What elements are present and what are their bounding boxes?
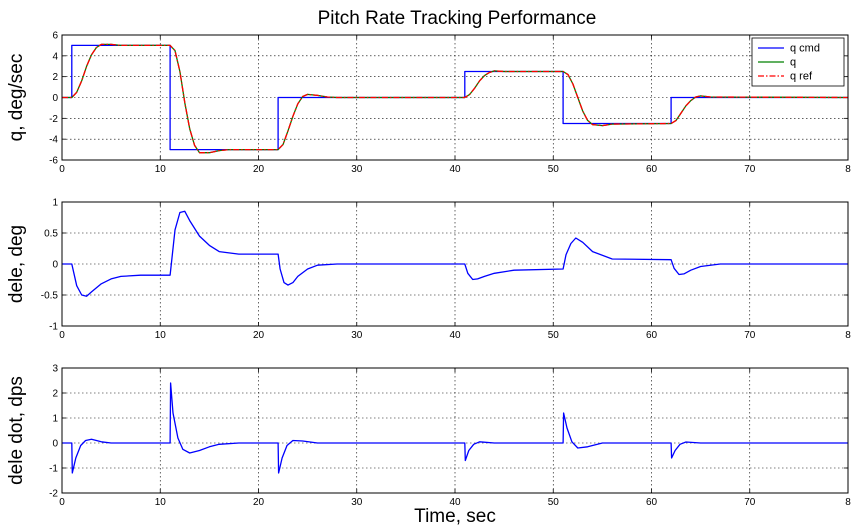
y-tick-label: -1	[49, 322, 58, 333]
y-tick-label: 1	[52, 198, 58, 209]
x-tick-label: 20	[253, 330, 265, 341]
legend-label: q	[790, 57, 796, 69]
x-tick-label: 10	[155, 330, 167, 341]
x-tick-label: 0	[59, 164, 65, 175]
x-tick-label: 0	[59, 330, 65, 341]
x-tick-label: 30	[351, 497, 363, 508]
y-tick-label: -2	[49, 489, 58, 500]
series-1-line	[62, 382, 848, 474]
x-tick-label: 10	[155, 497, 167, 508]
chart-title: Pitch Rate Tracking Performance	[318, 8, 597, 29]
x-tick-label: 8	[845, 164, 851, 175]
y-tick-label: 4	[52, 51, 58, 62]
x-axis-label: Time, sec	[414, 506, 496, 527]
y-tick-label: 6	[52, 31, 58, 42]
x-tick-label: 70	[744, 164, 756, 175]
axes-frame	[61, 34, 849, 161]
y-tick-label: 0	[52, 439, 58, 450]
subplot-2: 0 10 20 30 40 50 60 70 8 -1 -0.5 0 0.5 1 dele, deg	[6, 198, 851, 342]
subplot-3: 0 10 20 30 40 50 60 70 8 -2 -1 0 1 2 3 dele dot, dps	[6, 364, 851, 509]
x-tick-label: 30	[351, 164, 363, 175]
y-axis-label: q, deg/sec	[6, 54, 27, 142]
y-tick-label: -6	[49, 156, 58, 167]
legend-label: q cmd	[790, 43, 820, 55]
series-group	[62, 210, 848, 297]
x-tick-label: 8	[845, 497, 851, 508]
y-tick-label: 0	[52, 260, 58, 271]
series-group	[62, 43, 848, 154]
x-tick-label: 10	[155, 164, 167, 175]
axes-frame	[61, 367, 849, 494]
y-tick-label: 3	[52, 364, 58, 375]
y-tick-label: 2	[52, 72, 58, 83]
x-tick-label: 60	[646, 164, 658, 175]
axes-frame	[61, 201, 849, 327]
subplot-1: 0 10 20 30 40 50 60 70 8 -6 -4 -2 0 2 4 6 q, deg/sec q cm…	[6, 31, 851, 176]
y-tick-label: -2	[49, 114, 58, 125]
x-tick-label: 20	[253, 164, 265, 175]
y-tick-label: 2	[52, 389, 58, 400]
x-tick-label: 40	[449, 164, 461, 175]
y-axis-label: dele, deg	[6, 225, 27, 303]
x-tick-label: 60	[646, 330, 658, 341]
x-tick-label: 50	[548, 330, 560, 341]
x-tick-label: 60	[646, 497, 658, 508]
y-tick-label: 0.5	[44, 229, 58, 240]
series-1-line	[62, 210, 848, 297]
x-tick-label: 70	[744, 330, 756, 341]
x-tick-label: 20	[253, 497, 265, 508]
x-tick-label: 8	[845, 330, 851, 341]
x-tick-label: 30	[351, 330, 363, 341]
y-tick-label: 0	[52, 93, 58, 104]
x-tick-label: 40	[449, 330, 461, 341]
legend-label: q ref	[790, 71, 813, 83]
y-axis-label: dele dot, dps	[6, 376, 27, 485]
y-tick-label: -1	[49, 464, 58, 475]
q-ref-line	[62, 43, 848, 154]
y-tick-label: 1	[52, 414, 58, 425]
x-tick-label: 50	[548, 497, 560, 508]
x-tick-label: 50	[548, 164, 560, 175]
y-tick-label: -0.5	[41, 291, 59, 302]
x-tick-label: 0	[59, 497, 65, 508]
x-tick-label: 70	[744, 497, 756, 508]
plot-area	[62, 368, 848, 493]
x-tick-label: 40	[449, 497, 461, 508]
legend: q cmd q q ref	[751, 37, 845, 87]
y-tick-label: -4	[49, 135, 58, 146]
series-group	[62, 382, 848, 474]
